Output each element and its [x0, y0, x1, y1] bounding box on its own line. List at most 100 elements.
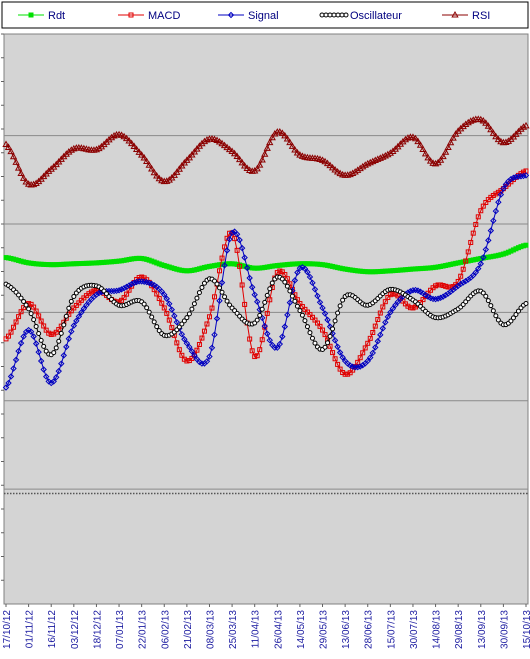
- point-signal: [32, 340, 40, 347]
- point-oscillateur: [53, 345, 59, 351]
- point-rsi: [92, 145, 101, 153]
- point-signal: [334, 343, 341, 350]
- point-macd: [219, 255, 225, 261]
- point-rsi: [278, 129, 286, 136]
- point-oscillateur: [181, 318, 187, 324]
- point-rsi: [17, 169, 25, 177]
- point-oscillateur: [141, 301, 147, 307]
- point-macd: [249, 348, 255, 354]
- point-macd: [242, 301, 248, 307]
- point-oscillateur: [335, 310, 341, 316]
- point-signal: [105, 287, 113, 295]
- x-tick-label: 26/04/13: [273, 610, 284, 649]
- point-macd: [407, 305, 413, 311]
- point-macd: [375, 317, 381, 323]
- point-macd: [264, 310, 270, 316]
- point-rsi: [258, 156, 266, 163]
- point-oscillateur: [184, 315, 190, 321]
- point-signal: [286, 299, 294, 306]
- point-macd: [302, 306, 308, 312]
- point-rsi: [225, 145, 234, 153]
- x-tick-label: 01/11/12: [25, 610, 36, 649]
- point-oscillateur: [287, 288, 293, 294]
- point-signal: [17, 339, 25, 347]
- point-rsi: [175, 165, 183, 172]
- point-signal: [520, 172, 527, 180]
- point-rsi: [492, 132, 500, 140]
- point-signal: [459, 279, 467, 286]
- point-signal: [369, 349, 376, 357]
- point-rsi: [384, 150, 392, 158]
- legend-swatch-marker: [28, 12, 34, 18]
- point-signal: [70, 322, 78, 329]
- legend-swatch-marker: [128, 12, 134, 18]
- point-macd: [169, 325, 175, 331]
- point-oscillateur: [488, 303, 494, 309]
- point-signal: [238, 244, 246, 252]
- point-rsi: [266, 138, 274, 146]
- point-macd: [259, 337, 265, 343]
- point-macd: [41, 323, 47, 329]
- point-oscillateur: [154, 324, 160, 330]
- point-oscillateur: [217, 285, 223, 291]
- point-rsi: [519, 123, 528, 130]
- point-macd: [307, 312, 313, 318]
- point-oscillateur: [515, 308, 521, 314]
- point-signal: [301, 265, 309, 272]
- series-line-macd: [5, 170, 527, 375]
- point-macd: [312, 317, 318, 323]
- point-rsi: [331, 165, 339, 173]
- point-rsi: [404, 134, 412, 141]
- point-macd: [357, 355, 363, 361]
- legend-label: Oscillateur: [350, 10, 402, 22]
- point-rsi: [67, 146, 75, 153]
- point-signal: [183, 340, 191, 347]
- point-rdt: [523, 242, 529, 248]
- point-macd: [28, 301, 34, 307]
- point-signal: [266, 336, 273, 344]
- point-signal: [296, 264, 304, 272]
- x-tick-label: 17/10/12: [2, 610, 13, 649]
- point-signal: [226, 235, 233, 243]
- point-signal: [477, 260, 484, 267]
- point-macd: [385, 294, 391, 300]
- point-macd: [33, 308, 39, 314]
- point-signal: [171, 312, 178, 320]
- point-macd: [179, 352, 185, 358]
- point-rsi: [416, 141, 425, 148]
- point-oscillateur: [279, 276, 285, 282]
- point-oscillateur: [28, 311, 34, 317]
- point-signal: [372, 344, 379, 351]
- point-oscillateur: [179, 321, 185, 327]
- point-rsi: [439, 152, 447, 160]
- point-oscillateur: [493, 313, 499, 319]
- point-oscillateur: [18, 295, 24, 301]
- point-signal: [454, 282, 462, 290]
- point-signal: [203, 358, 211, 365]
- x-tick-label: 07/01/13: [115, 610, 126, 649]
- gridlines: [1, 33, 528, 581]
- point-rsi: [4, 143, 13, 150]
- point-macd: [435, 282, 441, 288]
- point-macd: [465, 249, 471, 255]
- point-signal: [336, 349, 344, 356]
- point-signal: [507, 175, 515, 183]
- point-macd: [201, 328, 207, 334]
- point-signal: [409, 287, 417, 294]
- point-signal: [233, 231, 241, 238]
- point-oscillateur: [508, 318, 514, 324]
- x-tick-label: 29/05/13: [319, 610, 330, 649]
- point-macd: [237, 263, 243, 269]
- point-oscillateur: [490, 308, 496, 314]
- point-rsi: [343, 171, 352, 178]
- point-oscillateur: [68, 298, 74, 304]
- point-signal: [60, 352, 67, 359]
- point-rsi: [482, 119, 490, 126]
- point-oscillateur: [262, 299, 268, 305]
- point-signal: [115, 287, 123, 294]
- point-rsi: [356, 164, 364, 172]
- point-macd: [322, 332, 328, 338]
- point-macd: [347, 370, 353, 376]
- legend-swatch-marker: [331, 12, 337, 18]
- point-macd: [18, 309, 24, 315]
